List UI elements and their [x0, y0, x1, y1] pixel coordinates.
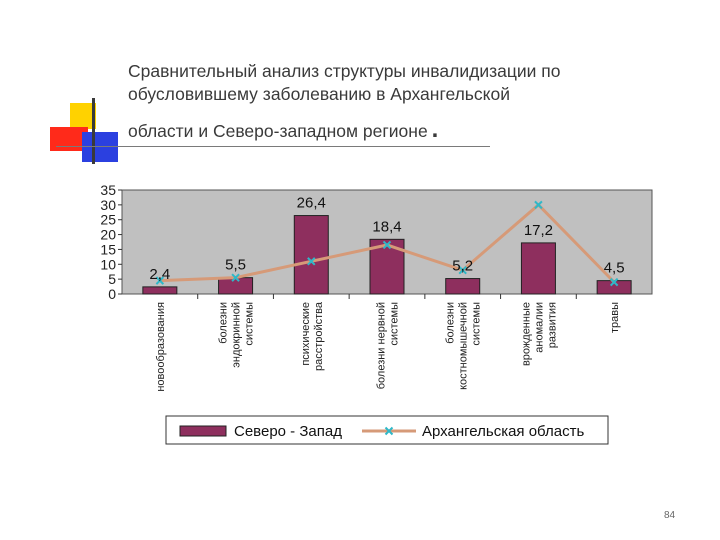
- title-underline: [56, 146, 490, 147]
- legend-swatch-bar: [179, 425, 227, 437]
- slide-title-line-1: Сравнительный анализ структуры инвалидиз…: [128, 61, 561, 81]
- y-tick-label: 25: [100, 212, 116, 228]
- y-tick-label: 15: [100, 241, 116, 257]
- data-label: 4,5: [604, 260, 625, 277]
- x-category-label: болезни нервной: [376, 302, 388, 389]
- legend-marker: [384, 426, 394, 436]
- bar: [445, 278, 481, 295]
- slide-title-line-2: обусловившему заболеванию в Архангельско…: [128, 84, 511, 104]
- line-point: [155, 276, 165, 285]
- x-category-label: болезни: [445, 302, 457, 344]
- y-tick-label: 20: [100, 227, 116, 243]
- bar: [293, 215, 329, 295]
- x-category-label: системы: [471, 302, 483, 346]
- slide-title-dot: .: [431, 116, 439, 143]
- y-tick-label: 35: [100, 182, 116, 198]
- line-point: [307, 257, 316, 266]
- decor-vertical-line: [92, 98, 95, 164]
- x-category-label: развития: [546, 302, 558, 348]
- bar: [520, 242, 556, 295]
- data-label: 5,2: [452, 258, 473, 275]
- y-tick-label: 5: [108, 271, 116, 287]
- data-label: 18,4: [372, 218, 401, 235]
- x-category-label: системы: [244, 302, 256, 346]
- y-tick-label: 0: [108, 286, 116, 302]
- decor-square-blue: [82, 132, 118, 162]
- decor-square-yellow: [70, 103, 96, 129]
- x-category-label: расстройства: [313, 301, 325, 371]
- x-category-label: новообразования: [155, 302, 167, 392]
- y-tick-label: 30: [100, 197, 116, 213]
- line-point: [609, 277, 619, 287]
- x-category-label: психические: [300, 302, 312, 366]
- x-category-label: системы: [389, 302, 401, 346]
- x-category-label: костномышечной: [458, 302, 470, 390]
- data-label: 5,5: [225, 257, 246, 274]
- x-category-label: эндокринной: [231, 302, 243, 368]
- legend-label-arkhangelsk: Архангельская область: [422, 423, 584, 440]
- line-point: [458, 266, 467, 275]
- line-point: [382, 240, 392, 250]
- page-number: 84: [664, 510, 676, 521]
- x-category-label: болезни: [218, 302, 230, 344]
- line-point: [231, 273, 240, 282]
- legend-label-northwest: Северо - Запад: [234, 423, 342, 440]
- x-category-label: врожденные: [520, 302, 532, 366]
- slide-title-line-3-text: области и Северо-западном регионе: [128, 121, 428, 141]
- x-category-label: аномалии: [533, 302, 545, 353]
- bar: [142, 286, 178, 295]
- y-tick-label: 10: [100, 256, 116, 272]
- data-label: 26,4: [297, 195, 326, 212]
- data-label: 17,2: [524, 222, 553, 239]
- bar: [218, 277, 254, 295]
- slide-title-line-3: области и Северо-западном регионе.: [128, 116, 688, 143]
- decor-square-red: [50, 127, 88, 151]
- data-label: 2,4: [149, 266, 170, 283]
- line-point: [534, 200, 543, 210]
- x-category-label: травы: [609, 302, 621, 333]
